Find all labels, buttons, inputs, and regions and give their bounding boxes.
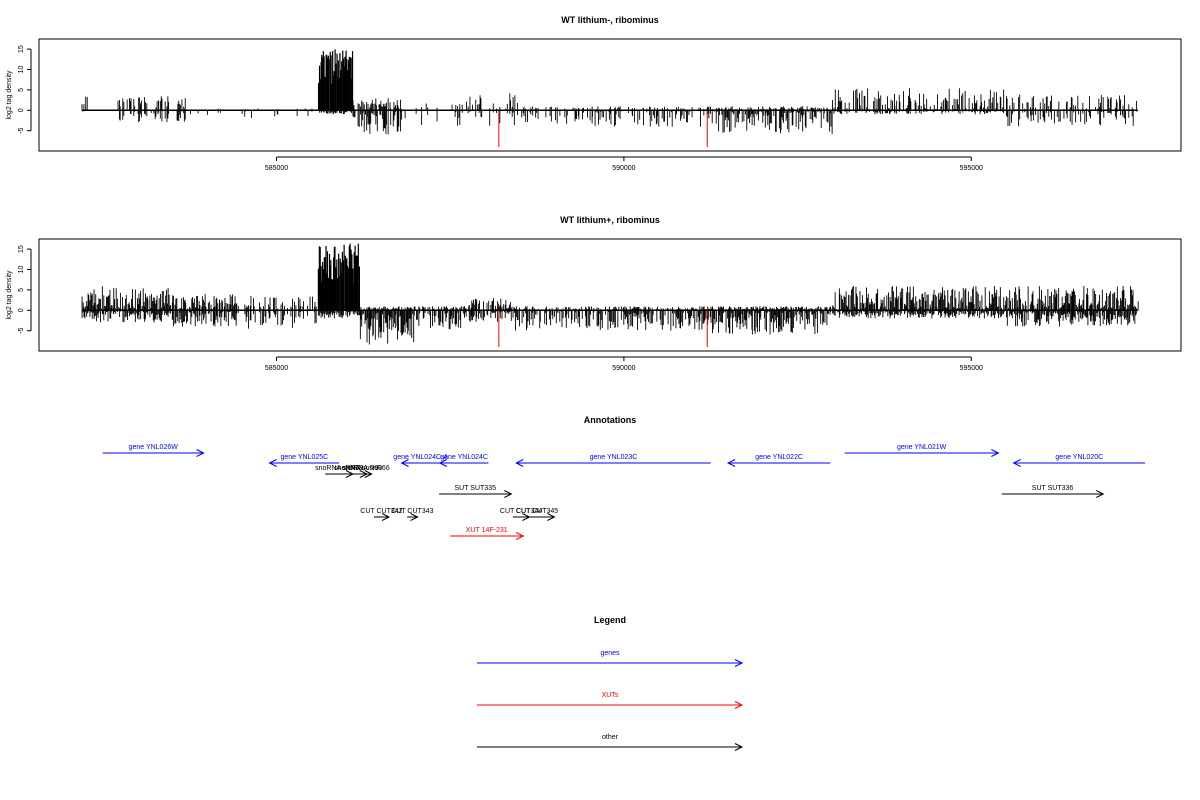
annotation-arrowhead bbox=[400, 459, 409, 467]
panel-2-red-markers bbox=[498, 310, 708, 348]
annotation-arrowhead bbox=[1096, 490, 1105, 498]
panel-2-frame bbox=[38, 238, 1182, 352]
legend-title: Legend bbox=[594, 615, 626, 625]
x-tick-label: 585000 bbox=[265, 365, 288, 372]
annotation-label: SUT SUT335 bbox=[454, 485, 496, 492]
legend-label-genes: genes bbox=[600, 650, 620, 657]
annotation-label: gene YNL020C bbox=[1055, 454, 1103, 461]
panel-1-frame bbox=[38, 38, 1182, 152]
y-tick-label: 10 bbox=[18, 266, 25, 274]
y-tick-label: 10 bbox=[18, 66, 25, 74]
annotation-label: CUT CUT343 bbox=[391, 508, 433, 515]
annotation-gene-ynl024c: gene YNL024C bbox=[438, 454, 489, 467]
annotation-arrowhead bbox=[196, 449, 205, 457]
annotation-arrowhead bbox=[1012, 459, 1021, 467]
x-tick-label: 595000 bbox=[960, 365, 983, 372]
annotation-xut-14f-231: XUT 14F-231 bbox=[450, 527, 525, 540]
annotation-label: gene YNL024C-A bbox=[393, 454, 448, 461]
annotation-label: gene YNL023C bbox=[590, 454, 638, 461]
annotation-label: CUT CUT344 bbox=[500, 508, 542, 515]
x-tick-label: 590000 bbox=[612, 365, 635, 372]
y-tick-label: 0 bbox=[18, 108, 25, 112]
annotation-label: gene YNL024C bbox=[440, 454, 488, 461]
annotation-label: gene YNL022C bbox=[755, 454, 803, 461]
y-tick-label: 5 bbox=[18, 88, 25, 92]
legend-panel: Legend genes XUTs other bbox=[477, 615, 744, 751]
annotation-arrowhead bbox=[381, 513, 391, 521]
annotation-gene-ynl024c-a: gene YNL024C-A bbox=[393, 454, 448, 467]
annotation-arrowhead bbox=[438, 459, 448, 467]
annotation-arrowhead bbox=[547, 513, 556, 521]
track-panel-2: WT lithium+, ribominus log2 tag density … bbox=[6, 215, 1182, 372]
legend-arrowhead-other bbox=[734, 743, 744, 751]
annotation-label: gene YNL026W bbox=[129, 444, 179, 451]
legend-arrowhead-genes bbox=[734, 659, 744, 667]
annotation-gene-ynl025c: gene YNL025C bbox=[268, 454, 340, 467]
annotation-sut-sut335: SUT SUT335 bbox=[439, 485, 513, 498]
annotation-label: CUT CUT342 bbox=[360, 508, 402, 515]
y-tick-label: 0 bbox=[18, 308, 25, 312]
legend-label-xuts: XUTs bbox=[602, 692, 619, 699]
annotation-arrowhead bbox=[364, 470, 373, 478]
x-tick-label: 590000 bbox=[612, 165, 635, 172]
annotation-cut-cut343: CUT CUT343 bbox=[391, 508, 434, 521]
annotation-arrowhead bbox=[515, 459, 524, 467]
y-tick-label: -5 bbox=[18, 327, 25, 333]
annotation-label: snoRNA snR66 bbox=[342, 465, 390, 472]
legend-item-genes: genes bbox=[477, 650, 744, 667]
panel-1-density-bars bbox=[81, 49, 1137, 135]
annotation-arrowhead bbox=[504, 490, 513, 498]
annotation-cut-cut345: CUT CUT345 bbox=[516, 508, 558, 521]
x-tick-label: 595000 bbox=[960, 165, 983, 172]
legend-item-xuts: XUTs bbox=[477, 692, 744, 709]
annotations-title: Annotations bbox=[584, 415, 637, 425]
annotation-label: SUT SUT336 bbox=[1032, 485, 1074, 492]
annotation-gene-ynl022c: gene YNL022C bbox=[726, 454, 831, 467]
panel-1-red-markers bbox=[498, 110, 708, 148]
annotation-gene-ynl021w: gene YNL021W bbox=[844, 444, 1000, 457]
annotation-arrowhead bbox=[515, 532, 525, 540]
annotation-sut-sut336: SUT SUT336 bbox=[1001, 485, 1105, 498]
x-tick-label: 585000 bbox=[265, 165, 288, 172]
annotation-label: gene YNL025C bbox=[280, 454, 328, 461]
y-tick-label: -5 bbox=[18, 127, 25, 133]
legend-label-other: other bbox=[602, 734, 619, 741]
panel-1-title: WT lithium-, ribominus bbox=[561, 15, 659, 25]
panel-2-ylabel: log2 tag density bbox=[6, 270, 13, 320]
annotation-arrowhead bbox=[268, 459, 277, 467]
annotation-gene-ynl020c: gene YNL020C bbox=[1012, 454, 1145, 467]
annotations-panel: Annotations gene YNL026W gene YNL025C gene… bbox=[102, 415, 1145, 540]
annotation-label: snoRNA snR60 bbox=[334, 465, 382, 472]
panel-2-title: WT lithium+, ribominus bbox=[560, 215, 660, 225]
annotation-gene-ynl023c: gene YNL023C bbox=[515, 454, 711, 467]
annotation-label: XUT 14F-231 bbox=[466, 527, 508, 534]
annotation-label: CUT CUT345 bbox=[516, 508, 558, 515]
panel-1-x-axis: 585000 590000 595000 bbox=[265, 156, 983, 172]
annotation-snorna-snr66: snoRNA snR66 bbox=[342, 465, 390, 478]
annotation-arrowhead bbox=[991, 449, 1000, 457]
legend-arrowhead-xuts bbox=[734, 701, 744, 709]
y-tick-label: 15 bbox=[18, 245, 25, 253]
panel-1-y-axis: -5 0 5 10 15 bbox=[18, 45, 32, 134]
annotation-arrowhead bbox=[726, 459, 736, 467]
annotation-gene-ynl026w: gene YNL026W bbox=[102, 444, 205, 457]
panel-2-x-axis: 585000 590000 595000 bbox=[265, 356, 983, 372]
annotation-cut-cut342: CUT CUT342 bbox=[360, 508, 403, 521]
track-panel-1: WT lithium-, ribominus log2 tag density … bbox=[6, 15, 1182, 172]
annotation-arrowhead bbox=[410, 513, 419, 521]
legend-item-other: other bbox=[477, 734, 744, 751]
y-tick-label: 15 bbox=[18, 45, 25, 53]
panel-2-density-bars bbox=[81, 243, 1139, 345]
panel-1-ylabel: log2 tag density bbox=[6, 70, 13, 120]
y-tick-label: 5 bbox=[18, 288, 25, 292]
panel-2-y-axis: -5 0 5 10 15 bbox=[18, 245, 32, 334]
annotation-label: gene YNL021W bbox=[897, 444, 947, 451]
annotation-label: snoRNA snR58 bbox=[315, 465, 363, 472]
